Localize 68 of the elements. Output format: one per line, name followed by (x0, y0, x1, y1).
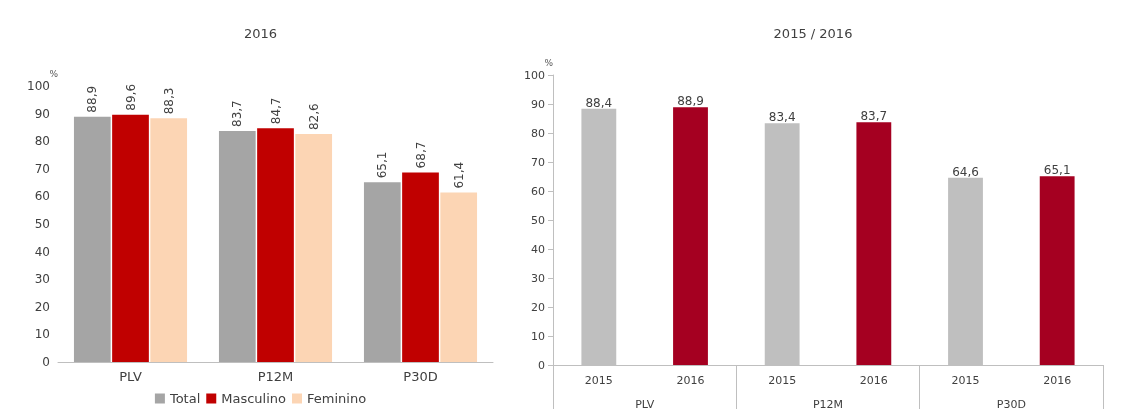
legend-label: Feminino (307, 391, 367, 406)
data-label: 82,6 (306, 103, 321, 131)
y-tick-label: 50 (531, 213, 545, 227)
text: P30D (996, 398, 1026, 411)
y-tick-label: 30 (34, 272, 50, 287)
data-label: 88,4 (585, 95, 613, 110)
data-label: 88,9 (677, 94, 704, 109)
data-label: 89,6 (123, 83, 138, 111)
bar (402, 172, 439, 362)
y-tick-label: 50 (34, 217, 50, 231)
bar (257, 128, 294, 362)
y-tick-label: 30 (531, 271, 545, 285)
y-axis-title: % (544, 57, 554, 68)
bar (295, 134, 333, 362)
text: PLV (635, 398, 655, 411)
y-tick-label: 70 (34, 161, 50, 176)
chart-title: 2016 (243, 26, 278, 41)
x-tick-label: PLV (119, 369, 142, 384)
x-tick-label: P12M (257, 369, 294, 384)
y-tick-label: 80 (531, 126, 545, 140)
x-tick-label: 2016 (1043, 374, 1072, 387)
data-label: 68,7 (413, 141, 428, 169)
data-label: 65,1 (375, 151, 390, 179)
data-label: 88,9 (85, 85, 100, 113)
y-tick-label: 80 (34, 134, 50, 149)
x-tick-label: 2015 (951, 374, 980, 387)
bar (1039, 176, 1075, 365)
y-tick-label: 90 (531, 97, 545, 111)
y-tick-label: 0 (42, 355, 50, 369)
bar (440, 192, 478, 362)
y-tick-label: 40 (531, 242, 545, 256)
bar (73, 116, 111, 362)
x-tick-label: 2015 (768, 374, 797, 387)
legend-label: Total (168, 391, 201, 406)
y-tick-label: 100 (27, 79, 50, 93)
bar (150, 118, 188, 362)
y-tick-label: 70 (531, 155, 545, 169)
y-tick-label: 40 (34, 244, 50, 259)
text: P12M (812, 398, 844, 411)
y-tick-label: 10 (34, 327, 50, 342)
x-tick-label: 2016 (859, 374, 888, 387)
data-label: 64,6 (952, 164, 979, 179)
y-tick-label: 60 (34, 189, 50, 204)
y-tick-label: 20 (34, 299, 50, 314)
data-label: 83,7 (860, 109, 888, 124)
chart-title: 2015 / 2016 (773, 26, 853, 41)
y-tick-label: 60 (531, 184, 545, 198)
y-tick-label: 90 (34, 106, 50, 121)
bar (673, 107, 708, 365)
bar (218, 130, 256, 362)
x-tick-label: 2016 (676, 374, 705, 387)
y-tick-label: 100 (524, 68, 545, 82)
y-tick-label: 0 (538, 358, 545, 372)
x-tick-label: P30D (403, 369, 438, 384)
y-tick-label: 20 (531, 300, 545, 314)
data-label: 84,7 (268, 97, 283, 125)
y-axis-title: % (49, 68, 59, 79)
bar (112, 114, 149, 362)
data-label: 88,3 (161, 87, 176, 115)
data-label: 65,1 (1043, 163, 1071, 178)
x-tick-label: 2015 (584, 374, 613, 387)
data-label: 61,4 (451, 161, 466, 189)
y-tick-label: 10 (531, 329, 545, 343)
legend-label: Masculino (221, 391, 287, 406)
data-label: 83,7 (230, 100, 245, 127)
bar (363, 182, 401, 362)
data-label: 83,4 (768, 110, 796, 125)
bar (856, 122, 892, 365)
